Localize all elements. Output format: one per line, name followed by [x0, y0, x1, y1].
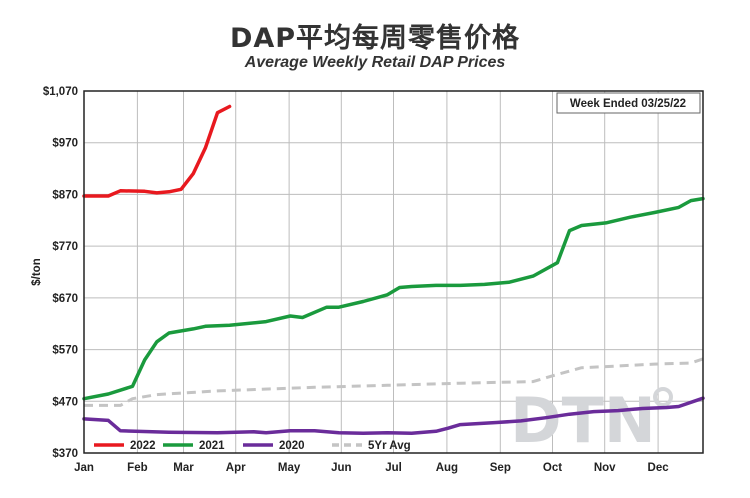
y-tick-labels: $370 $470 $570 $670 $770 $870 $970 $1,070 — [43, 86, 78, 460]
legend-label-2022: 2022 — [130, 440, 156, 452]
x-tick-labels: Jan Feb Mar Apr May Jun Jul Aug Sep Oct Nov Dec — [74, 462, 669, 474]
date-badge: Week Ended 03/25/22 — [556, 92, 701, 114]
legend-label-2020: 2020 — [279, 440, 305, 452]
series-line-5yr-avg — [84, 357, 704, 407]
watermark-dot-icon — [653, 387, 673, 407]
y-tick-label: $970 — [52, 138, 78, 150]
series-line-2021 — [82, 196, 705, 401]
date-badge-text: Week Ended 03/25/22 — [570, 98, 686, 110]
x-tick-label: Apr — [226, 462, 246, 474]
x-tick-label: Jun — [331, 462, 351, 474]
x-tick-label: Mar — [173, 462, 194, 474]
x-tick-label: May — [278, 462, 301, 474]
x-tick-label: Dec — [648, 462, 670, 474]
y-tick-label: $1,070 — [43, 86, 78, 98]
y-axis-label: $/ton — [31, 258, 43, 285]
series-line-2020 — [82, 396, 705, 436]
y-tick-label: $770 — [52, 241, 78, 253]
series-group — [82, 104, 705, 436]
x-tick-label: Sep — [490, 462, 511, 474]
y-tick-label: $370 — [52, 448, 78, 460]
x-tick-label: Nov — [594, 462, 616, 474]
chart-title: DAP平均每周零售价格 — [229, 23, 521, 54]
y-tick-label: $470 — [52, 396, 78, 408]
chart-subtitle: Average Weekly Retail DAP Prices — [244, 54, 506, 71]
x-tick-label: Feb — [127, 462, 147, 474]
legend-label-5yr-avg: 5Yr Avg — [368, 440, 411, 452]
x-tick-label: Jan — [74, 462, 94, 474]
legend-label-2021: 2021 — [199, 440, 225, 452]
plot-frame — [83, 90, 704, 454]
x-tick-label: Oct — [543, 462, 562, 474]
x-tick-label: Aug — [436, 462, 458, 474]
y-tick-label: $870 — [52, 189, 78, 201]
x-tick-label: Jul — [385, 462, 402, 474]
y-tick-label: $570 — [52, 345, 78, 357]
series-line-2022 — [82, 104, 232, 198]
legend: 2022 2021 2020 5Yr Avg — [94, 440, 411, 452]
y-tick-label: $670 — [52, 293, 78, 305]
